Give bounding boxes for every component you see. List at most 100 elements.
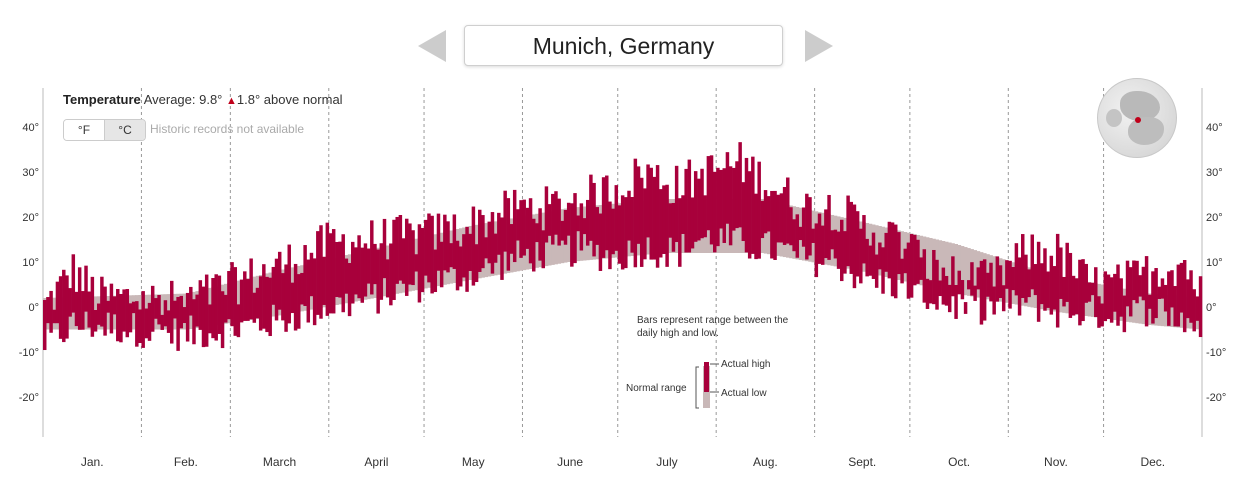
daily-temperature-bar bbox=[90, 276, 95, 337]
daily-temperature-bar bbox=[487, 221, 492, 264]
normal-range-bar bbox=[1157, 294, 1162, 326]
fahrenheit-button[interactable]: °F bbox=[64, 120, 104, 140]
daily-temperature-bar bbox=[843, 231, 847, 274]
month-label: Sept. bbox=[848, 455, 876, 469]
y-tick-label-right: 10° bbox=[1206, 257, 1223, 269]
daily-temperature-bar bbox=[1128, 267, 1133, 317]
daily-temperature-bar bbox=[798, 226, 803, 241]
daily-temperature-bar bbox=[433, 249, 438, 293]
daily-temperature-bar bbox=[1192, 289, 1196, 332]
normal-range-bar bbox=[516, 217, 520, 272]
daily-temperature-bar bbox=[1119, 278, 1123, 317]
daily-temperature-bar bbox=[786, 177, 790, 244]
daily-temperature-bar bbox=[1011, 267, 1015, 291]
daily-temperature-bar bbox=[601, 177, 606, 258]
month-label: July bbox=[656, 455, 677, 469]
normal-range-bar bbox=[967, 248, 971, 296]
daily-temperature-bar bbox=[249, 258, 253, 320]
daily-temperature-bar bbox=[941, 267, 946, 305]
daily-temperature-bar bbox=[608, 201, 612, 270]
daily-temperature-bar bbox=[351, 241, 355, 304]
daily-temperature-bar bbox=[716, 167, 720, 247]
daily-temperature-bar bbox=[801, 207, 806, 247]
daily-temperature-bar bbox=[198, 280, 203, 330]
daily-temperature-bar bbox=[884, 232, 888, 272]
daily-temperature-bar bbox=[779, 193, 784, 243]
city-selector[interactable]: Munich, Germany bbox=[464, 25, 783, 66]
daily-temperature-bar bbox=[684, 168, 688, 253]
daily-temperature-bar bbox=[979, 260, 984, 325]
daily-temperature-bar bbox=[122, 289, 126, 332]
daily-temperature-bar bbox=[1005, 260, 1009, 289]
daily-temperature-bar bbox=[928, 280, 933, 304]
daily-temperature-bar bbox=[1189, 270, 1193, 323]
daily-temperature-bar bbox=[62, 269, 66, 343]
daily-temperature-bar bbox=[728, 166, 733, 246]
daily-temperature-bar bbox=[1160, 278, 1165, 299]
daily-temperature-bar bbox=[1132, 260, 1136, 301]
daily-temperature-bar bbox=[986, 272, 990, 297]
y-tick-label-right: 0° bbox=[1206, 302, 1217, 314]
daily-temperature-bar bbox=[665, 184, 669, 267]
daily-temperature-bar bbox=[881, 247, 885, 294]
daily-temperature-bar bbox=[284, 264, 288, 332]
daily-temperature-bar bbox=[697, 178, 701, 241]
daily-temperature-bar bbox=[1030, 234, 1035, 290]
daily-temperature-bar bbox=[328, 233, 333, 314]
daily-temperature-bar bbox=[957, 270, 961, 295]
daily-temperature-bar bbox=[271, 266, 276, 305]
daily-temperature-bar bbox=[1027, 269, 1031, 298]
daily-temperature-bar bbox=[150, 285, 155, 332]
daily-temperature-bar bbox=[376, 249, 380, 314]
daily-temperature-bar bbox=[81, 291, 85, 330]
daily-temperature-bar bbox=[68, 288, 72, 317]
celsius-button[interactable]: °C bbox=[104, 120, 145, 140]
daily-temperature-bar bbox=[414, 254, 418, 272]
daily-temperature-bar bbox=[258, 276, 263, 331]
daily-temperature-bar bbox=[493, 233, 498, 263]
daily-temperature-bar bbox=[1182, 260, 1187, 333]
daily-temperature-bar bbox=[71, 254, 76, 313]
daily-temperature-bar bbox=[757, 161, 761, 259]
normal-range-bar bbox=[84, 296, 88, 330]
daily-temperature-bar bbox=[967, 280, 971, 290]
previous-city-arrow-icon[interactable] bbox=[418, 30, 446, 62]
daily-temperature-bar bbox=[109, 283, 114, 334]
daily-temperature-bar bbox=[268, 277, 272, 337]
daily-temperature-bar bbox=[338, 241, 342, 298]
daily-temperature-bar bbox=[462, 234, 466, 278]
daily-temperature-bar bbox=[973, 285, 977, 301]
normal-range-bar bbox=[925, 237, 930, 287]
daily-temperature-bar bbox=[652, 176, 657, 260]
daily-temperature-bar bbox=[1163, 284, 1168, 312]
normal-range-bar bbox=[1090, 282, 1095, 317]
month-label: May bbox=[462, 455, 485, 469]
daily-temperature-bar bbox=[100, 276, 104, 327]
y-tick-label-left: 0° bbox=[28, 302, 39, 314]
daily-temperature-bar bbox=[277, 251, 282, 310]
daily-temperature-bar bbox=[430, 215, 434, 294]
daily-temperature-bar bbox=[722, 168, 726, 243]
daily-temperature-bar bbox=[503, 190, 507, 252]
daily-temperature-bar bbox=[814, 223, 819, 278]
daily-temperature-bar bbox=[58, 276, 63, 339]
daily-temperature-bar bbox=[932, 249, 936, 305]
daily-temperature-bar bbox=[681, 195, 685, 234]
daily-temperature-bar bbox=[160, 314, 164, 330]
daily-temperature-bar bbox=[227, 271, 231, 320]
normal-range-bar bbox=[1148, 293, 1152, 325]
daily-temperature-bar bbox=[579, 203, 584, 251]
daily-temperature-bar bbox=[951, 256, 955, 297]
chart-title: Temperature bbox=[63, 92, 141, 107]
daily-temperature-bar bbox=[408, 223, 412, 285]
legend-normal-range: Normal range bbox=[626, 383, 687, 394]
daily-temperature-bar bbox=[849, 201, 854, 274]
daily-temperature-bar bbox=[1043, 248, 1047, 311]
next-city-arrow-icon[interactable] bbox=[805, 30, 833, 62]
y-tick-label-right: 30° bbox=[1206, 167, 1223, 179]
y-tick-label-left: -10° bbox=[19, 347, 39, 359]
normal-range-bar bbox=[960, 246, 965, 295]
daily-temperature-bar bbox=[871, 232, 876, 279]
daily-temperature-bar bbox=[363, 243, 368, 297]
daily-temperature-bar bbox=[185, 292, 190, 342]
